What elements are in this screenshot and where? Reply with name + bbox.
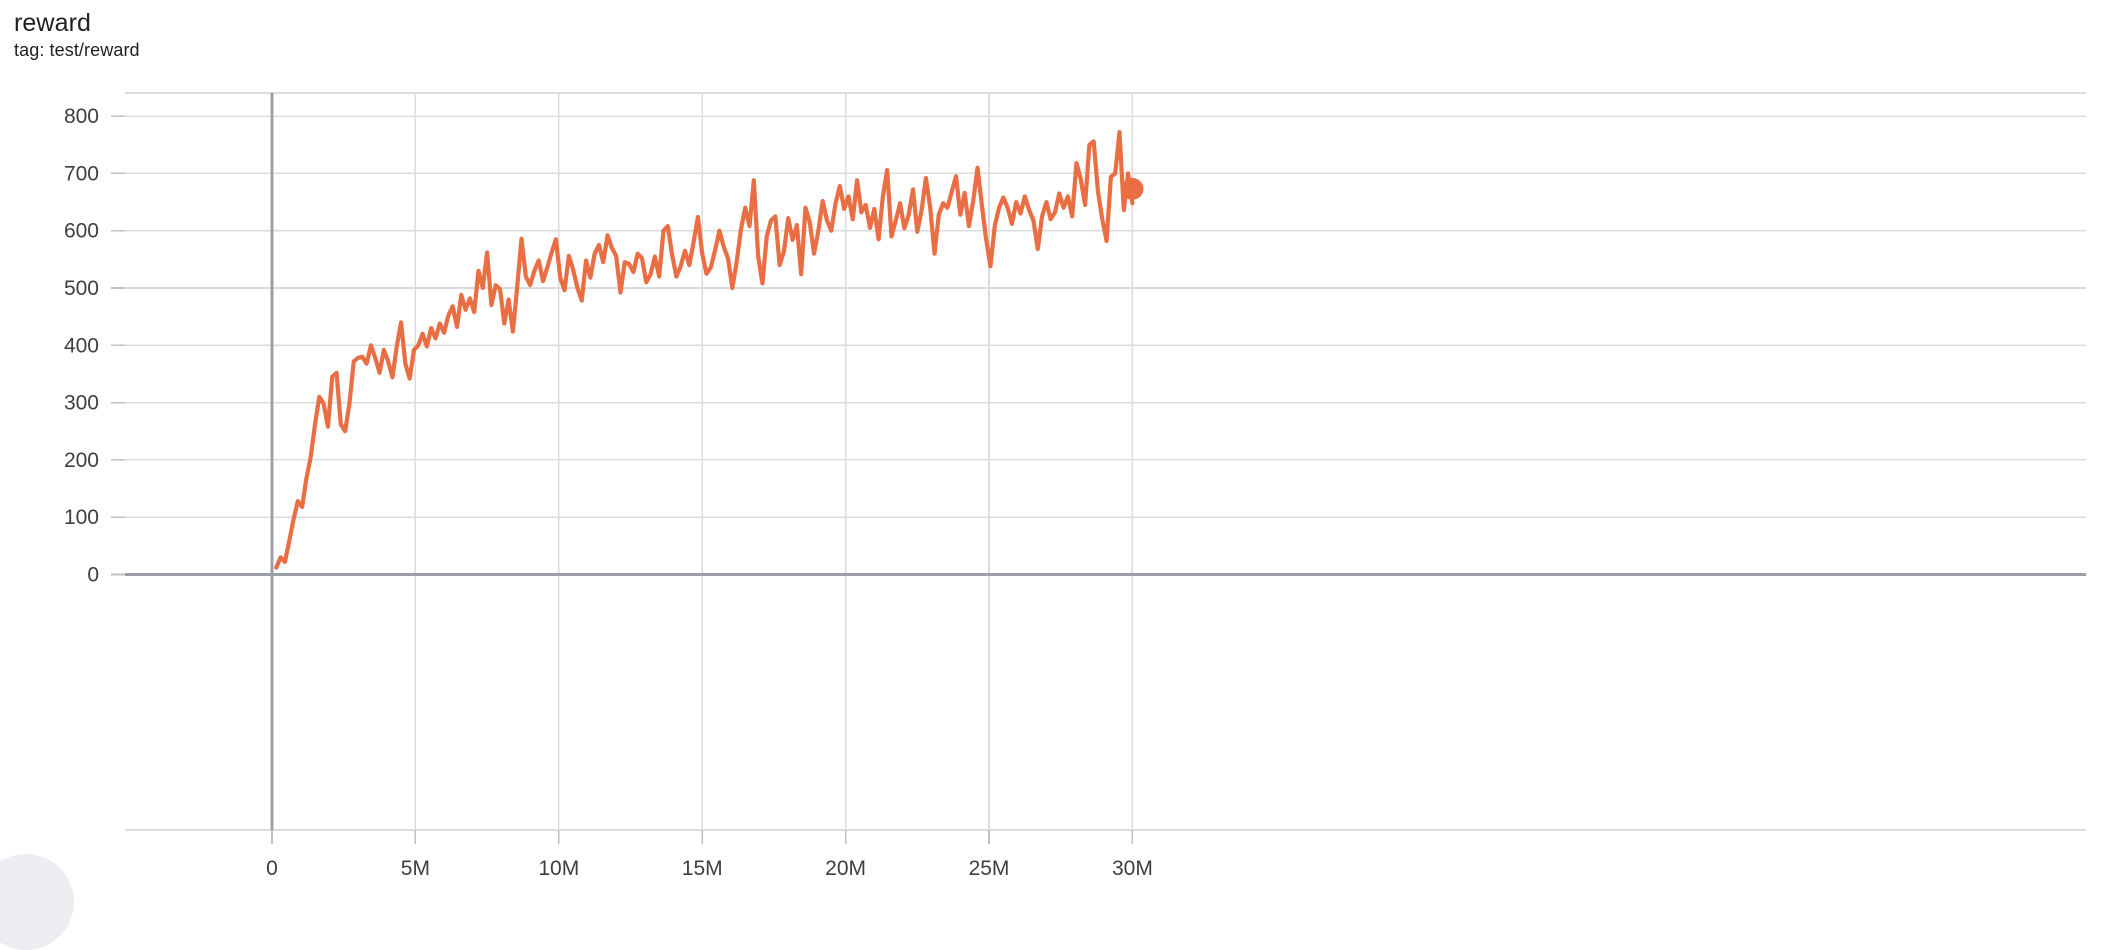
x-axis-labels-group: 0 5M 10M 15M 20M 25M 30M (266, 857, 1153, 880)
x-axis-tick-label-15M: 15M (682, 857, 723, 880)
x-axis-tick-label-0: 0 (266, 857, 278, 880)
x-axis-tick-label-25M: 25M (969, 857, 1010, 880)
series-end-point-marker[interactable] (1121, 177, 1144, 200)
y-axis-tick-label-800: 800 (64, 105, 99, 128)
y-axis-tick-label-200: 200 (64, 449, 99, 472)
y-axis-tick-label-0: 0 (87, 564, 99, 587)
y-axis-tick-label-300: 300 (64, 392, 99, 415)
chart-header: reward tag: test/reward (14, 8, 140, 61)
gridlines-group (125, 92, 2086, 831)
chart-title: reward (14, 9, 92, 37)
y-axis-tick-label-600: 600 (64, 220, 99, 243)
y-axis-labels-group: 0 100 200 300 400 500 600 700 800 (64, 105, 99, 586)
x-axis-tick-label-20M: 20M (825, 857, 866, 880)
x-axis-tick-label-10M: 10M (538, 857, 579, 880)
x-axis-tick-label-30M: 30M (1112, 857, 1153, 880)
y-axis-tick-label-100: 100 (64, 506, 99, 529)
x-axis-tick-label-5M: 5M (401, 857, 430, 880)
y-axis-tick-label-700: 700 (64, 162, 99, 185)
axis-lines-group (125, 93, 2086, 830)
tick-marks-group (111, 115, 1134, 844)
reward-line-chart[interactable]: 0 100 200 300 400 500 600 700 800 0 5M 10M 15M 20M 25… (0, 0, 2108, 904)
series-line-test-reward[interactable] (274, 130, 1135, 570)
y-axis-tick-label-500: 500 (64, 277, 99, 300)
y-axis-tick-label-400: 400 (64, 334, 99, 357)
chart-subtitle: tag: test/reward (14, 40, 140, 60)
series-group[interactable] (274, 130, 1144, 570)
